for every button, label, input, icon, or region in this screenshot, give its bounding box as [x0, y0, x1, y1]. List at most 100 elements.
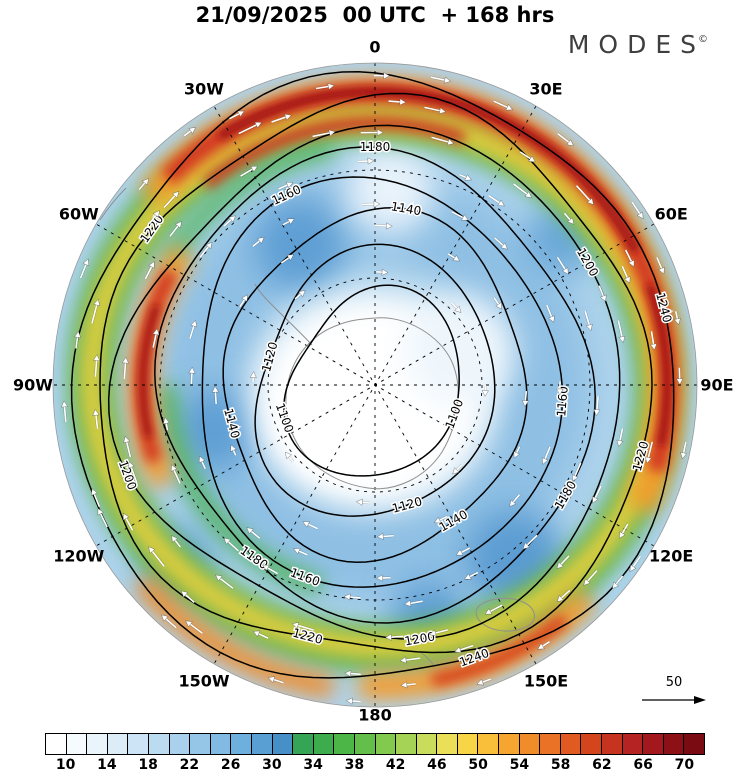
wind-arrow	[239, 165, 258, 178]
wind-arrow	[650, 331, 657, 351]
wind-arrow	[312, 129, 336, 138]
wind-arrow	[74, 331, 81, 349]
colorbar-tick-label: 22	[179, 757, 200, 773]
wind-arrow	[376, 574, 391, 582]
colorbar-cell	[148, 734, 170, 754]
wind-arrow	[61, 400, 68, 423]
colorbar-cell	[396, 734, 417, 754]
contour-label-1160: 1160	[554, 386, 571, 418]
graticule	[53, 63, 697, 707]
wind-arrow	[198, 455, 207, 470]
field-blue-patch	[255, 200, 345, 290]
wind-arrow	[424, 106, 447, 115]
wind-arrow	[450, 302, 462, 313]
wind-arrow	[645, 441, 654, 464]
contour-line	[70, 71, 675, 679]
longitude-label-60E: 60E	[655, 205, 688, 224]
wind-arrow	[294, 290, 306, 300]
wind-arrow	[362, 200, 381, 208]
copyright-mark: ©	[698, 34, 708, 45]
wind-arrow	[161, 614, 177, 629]
wind-arrow	[433, 515, 448, 524]
wind-arrow	[388, 98, 407, 106]
latitude-circle	[267, 277, 483, 493]
colorbar-tick-label: 66	[633, 757, 653, 773]
australia-coast	[475, 597, 535, 632]
wind-arrow	[624, 249, 635, 268]
jet-darkred-core	[77, 87, 673, 683]
wind-arrow	[90, 298, 101, 324]
wind-arrow	[655, 256, 665, 275]
island-coast	[419, 651, 435, 667]
colorbar-cell	[416, 734, 438, 754]
wind-arrow	[493, 297, 502, 310]
antarctica-coast	[254, 283, 459, 490]
wind-arrow	[123, 512, 134, 531]
wind-arrow	[373, 72, 390, 80]
wind-arrow	[452, 463, 463, 475]
wind-arrow	[168, 221, 182, 238]
colorbar-cell	[107, 734, 129, 754]
colorbar-tick-label: 10	[55, 757, 76, 773]
wind-arrow	[512, 183, 532, 198]
colorbar-cell	[478, 734, 500, 754]
colorbar-cell	[313, 734, 335, 754]
wind-arrow	[374, 222, 393, 230]
wind-arrow	[252, 236, 265, 248]
longitude-label-0: 0	[369, 38, 380, 57]
wind-arrow	[285, 451, 295, 463]
wind-arrows	[61, 72, 688, 705]
wind-arrow	[148, 546, 166, 568]
wind-arrow	[545, 304, 555, 323]
colorbar-tick-label: 46	[427, 757, 447, 773]
wind-arrow	[223, 215, 236, 228]
wind-arrow	[180, 590, 196, 604]
wind-arrow	[619, 523, 629, 539]
modes-logo: MODES©	[568, 30, 708, 59]
wind-arrow	[228, 110, 245, 120]
wind-arrow	[493, 236, 508, 250]
colorbar-tick-label: 54	[509, 757, 530, 773]
wind-arrow	[541, 446, 552, 465]
colorbar-cell	[169, 734, 191, 754]
wind-arrow	[170, 464, 182, 485]
jet-darkred-core	[79, 89, 671, 681]
wind-arrow	[356, 498, 370, 506]
wind-arrow	[680, 441, 688, 460]
colorbar-tick-label: 42	[385, 757, 406, 773]
reference-vector: 50	[642, 675, 706, 704]
contour-line	[283, 284, 460, 477]
field-pale-patch	[345, 145, 435, 235]
wind-arrow	[513, 446, 521, 459]
reference-vector-head	[694, 696, 706, 704]
wind-arrow	[556, 381, 564, 396]
colorbar-cell	[375, 734, 397, 754]
wind-arrow	[123, 436, 132, 458]
colorbar-cell	[581, 734, 603, 754]
wind-arrow	[556, 256, 569, 275]
colorbar-cell	[66, 734, 88, 754]
colorbar-cell	[231, 734, 252, 754]
colorbar-tick-label: 14	[97, 757, 117, 773]
south-america-coast	[99, 187, 127, 221]
wind-arrow	[629, 555, 642, 572]
wind-arrow	[509, 493, 521, 507]
wind-arrow	[612, 575, 624, 589]
colorbar-cell	[272, 734, 294, 754]
wind-arrow	[556, 589, 571, 603]
wind-arrow	[451, 210, 469, 221]
longitude-label-90W: 90W	[13, 376, 53, 395]
colorbar-cell	[87, 734, 108, 754]
colorbar-cell	[499, 734, 520, 754]
longitude-label-150E: 150E	[524, 672, 568, 691]
colorbar-tick-label: 38	[344, 757, 365, 773]
wind-arrow	[278, 181, 294, 191]
wind-arrow	[556, 132, 574, 147]
wind-arrow	[430, 75, 451, 84]
colorbar-cell	[663, 734, 685, 754]
colorbar-cell	[190, 734, 211, 754]
wind-arrow	[459, 173, 472, 181]
wind-arrow	[121, 356, 129, 380]
colorbar-tick-label: 50	[468, 757, 488, 773]
wind-arrow	[127, 461, 139, 484]
